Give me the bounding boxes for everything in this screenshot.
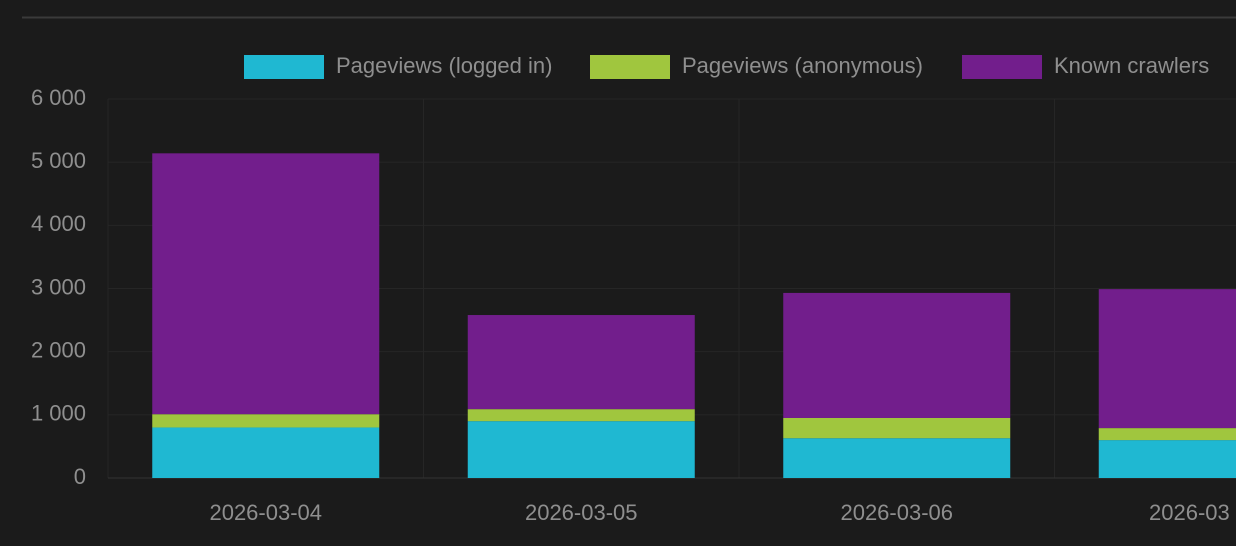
x-tick-label: 2026-03	[1149, 500, 1230, 525]
y-tick-label: 4 000	[31, 211, 86, 236]
x-tick-label: 2026-03-05	[525, 500, 638, 525]
y-tick-label: 5 000	[31, 148, 86, 173]
bar-segment	[1098, 289, 1236, 429]
bar-segment	[467, 421, 695, 478]
y-tick-label: 6 000	[31, 85, 86, 110]
bar-segment	[783, 292, 1011, 418]
bar-segment	[1098, 440, 1236, 478]
bar-segment	[467, 409, 695, 422]
bar-segment	[467, 315, 695, 410]
y-tick-label: 3 000	[31, 274, 86, 299]
legend-swatch	[590, 55, 670, 79]
x-tick-label: 2026-03-04	[209, 500, 322, 525]
bar-segment	[152, 414, 380, 428]
y-tick-label: 2 000	[31, 337, 86, 362]
y-tick-label: 1 000	[31, 401, 86, 426]
legend-swatch	[244, 55, 324, 79]
bar-segment	[783, 417, 1011, 439]
bar-segment	[152, 427, 380, 478]
legend-label: Pageviews (anonymous)	[682, 53, 923, 78]
bar-segment	[783, 438, 1011, 478]
bar-segment	[1098, 428, 1236, 441]
legend-swatch	[962, 55, 1042, 79]
y-tick-label: 0	[74, 464, 86, 489]
legend-label: Known crawlers	[1054, 53, 1209, 78]
legend-label: Pageviews (logged in)	[336, 53, 552, 78]
bar-segment	[152, 153, 380, 415]
x-tick-label: 2026-03-06	[840, 500, 953, 525]
